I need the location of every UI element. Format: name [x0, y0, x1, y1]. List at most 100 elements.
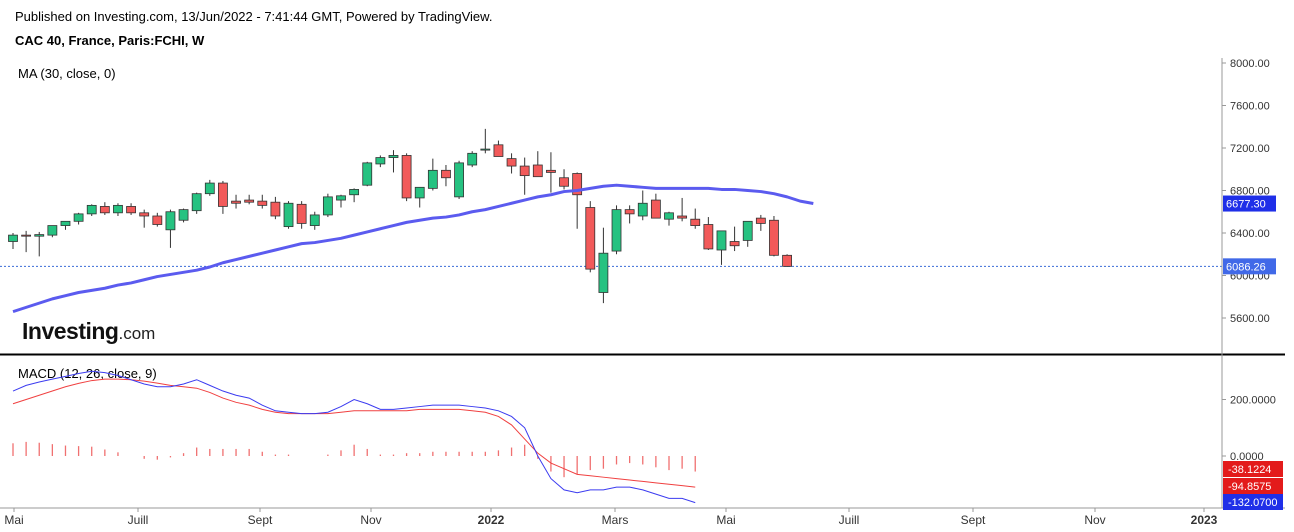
- candle: [493, 140, 504, 157]
- candle-body-up: [611, 209, 622, 252]
- candle: [677, 197, 688, 222]
- candle: [126, 203, 136, 215]
- candle-body-down: [441, 169, 451, 179]
- x-tick-label: Juill: [128, 513, 149, 527]
- candle-body-down: [585, 207, 596, 270]
- investing-logo: Investing.com: [22, 318, 155, 345]
- x-tick-label: Nov: [360, 513, 381, 527]
- candle-body-down: [559, 177, 569, 187]
- candle: [99, 202, 110, 215]
- candle: [388, 150, 399, 173]
- candle-body-up: [283, 202, 294, 228]
- candle-body-up: [191, 193, 202, 212]
- candle: [34, 231, 45, 257]
- candle: [611, 205, 622, 255]
- candle-body-down: [729, 241, 740, 247]
- candle: [572, 172, 583, 229]
- candle-body-down: [231, 200, 241, 204]
- candle-body-up: [467, 152, 478, 166]
- candle: [73, 212, 84, 225]
- axes: 8000.007600.007200.006800.006400.006000.…: [0, 58, 1285, 527]
- candle: [519, 157, 530, 195]
- candle: [480, 128, 491, 154]
- macd-signal-tag: [1223, 478, 1283, 494]
- candle-body-down: [152, 215, 163, 225]
- x-tick-label: Sept: [961, 513, 986, 527]
- candle-body-down: [126, 206, 136, 214]
- candle: [21, 230, 32, 253]
- candle: [152, 212, 163, 227]
- candle: [8, 233, 18, 249]
- candle-body-up: [86, 204, 97, 215]
- candle: [637, 190, 648, 221]
- candle-body-down: [218, 182, 228, 207]
- x-tick-label: 2022: [478, 513, 505, 527]
- x-tick-label: Mai: [716, 513, 735, 527]
- candle: [755, 214, 766, 231]
- candle-body-up: [742, 220, 753, 241]
- candle-body-down: [624, 209, 635, 215]
- candle: [467, 151, 478, 168]
- candle-body-down: [401, 155, 412, 199]
- candle-body-up: [60, 220, 71, 226]
- candle-body-up: [414, 186, 425, 199]
- y-tick-label: 6400.00: [1230, 228, 1270, 240]
- candle: [769, 216, 779, 257]
- price-pane: [0, 128, 1222, 314]
- candle: [244, 194, 255, 205]
- candle: [664, 211, 674, 226]
- macd-line: [12, 370, 696, 504]
- candle-body-up: [73, 213, 84, 222]
- candle-body-down: [493, 144, 504, 157]
- y-tick-label: 5600.00: [1230, 313, 1270, 325]
- symbol-title: CAC 40, France, Paris:FCHI, W: [15, 33, 205, 48]
- candle: [322, 193, 333, 218]
- candle-body-up: [322, 196, 333, 216]
- candle: [296, 201, 307, 229]
- x-tick-label: 2023: [1191, 513, 1218, 527]
- candle-body-up: [204, 182, 215, 195]
- candle: [414, 186, 425, 208]
- candle-body-down: [546, 169, 556, 173]
- logo-bold-text: Investing: [22, 318, 119, 344]
- last-price-tag-label: 6086.26: [1226, 261, 1266, 273]
- candle-body-up: [480, 148, 491, 151]
- x-tick-label: Mars: [602, 513, 629, 527]
- macd-histogram-tag: [1223, 461, 1283, 477]
- candle-body-down: [257, 200, 268, 206]
- macd-signal-tag-label: -94.8575: [1228, 481, 1271, 493]
- x-tick-label: Juill: [839, 513, 860, 527]
- candle-body-up: [637, 202, 648, 217]
- candle: [585, 201, 596, 273]
- candle-body-down: [532, 164, 543, 178]
- ma-price-tag: [1223, 195, 1276, 212]
- macd-tick-label: 0.0000: [1230, 451, 1264, 463]
- candle-body-up: [47, 225, 58, 236]
- x-tick-label: Nov: [1084, 513, 1105, 527]
- candle: [86, 204, 97, 216]
- candle: [191, 192, 202, 214]
- candle: [532, 151, 543, 178]
- y-tick-label: 7200.00: [1230, 143, 1270, 155]
- candle: [204, 179, 215, 196]
- candle: [218, 180, 228, 214]
- candle-body-up: [349, 189, 360, 196]
- candle: [690, 208, 701, 229]
- candle-body-up: [336, 195, 346, 201]
- candle-body-down: [572, 173, 583, 196]
- candle-body-down: [677, 215, 688, 219]
- candle: [729, 226, 740, 252]
- ma30-line: [12, 183, 814, 314]
- candle: [60, 220, 71, 230]
- candle-body-down: [755, 217, 766, 224]
- candle-body-down: [690, 218, 701, 226]
- macd-signal-line: [12, 378, 696, 488]
- candle: [362, 161, 373, 187]
- candle-body-down: [296, 203, 307, 224]
- candle-body-up: [34, 234, 45, 237]
- candle-body-up: [454, 162, 464, 198]
- candle-body-up: [113, 204, 123, 214]
- candle-body-up: [8, 234, 18, 242]
- macd-tick-label: 200.0000: [1230, 395, 1276, 407]
